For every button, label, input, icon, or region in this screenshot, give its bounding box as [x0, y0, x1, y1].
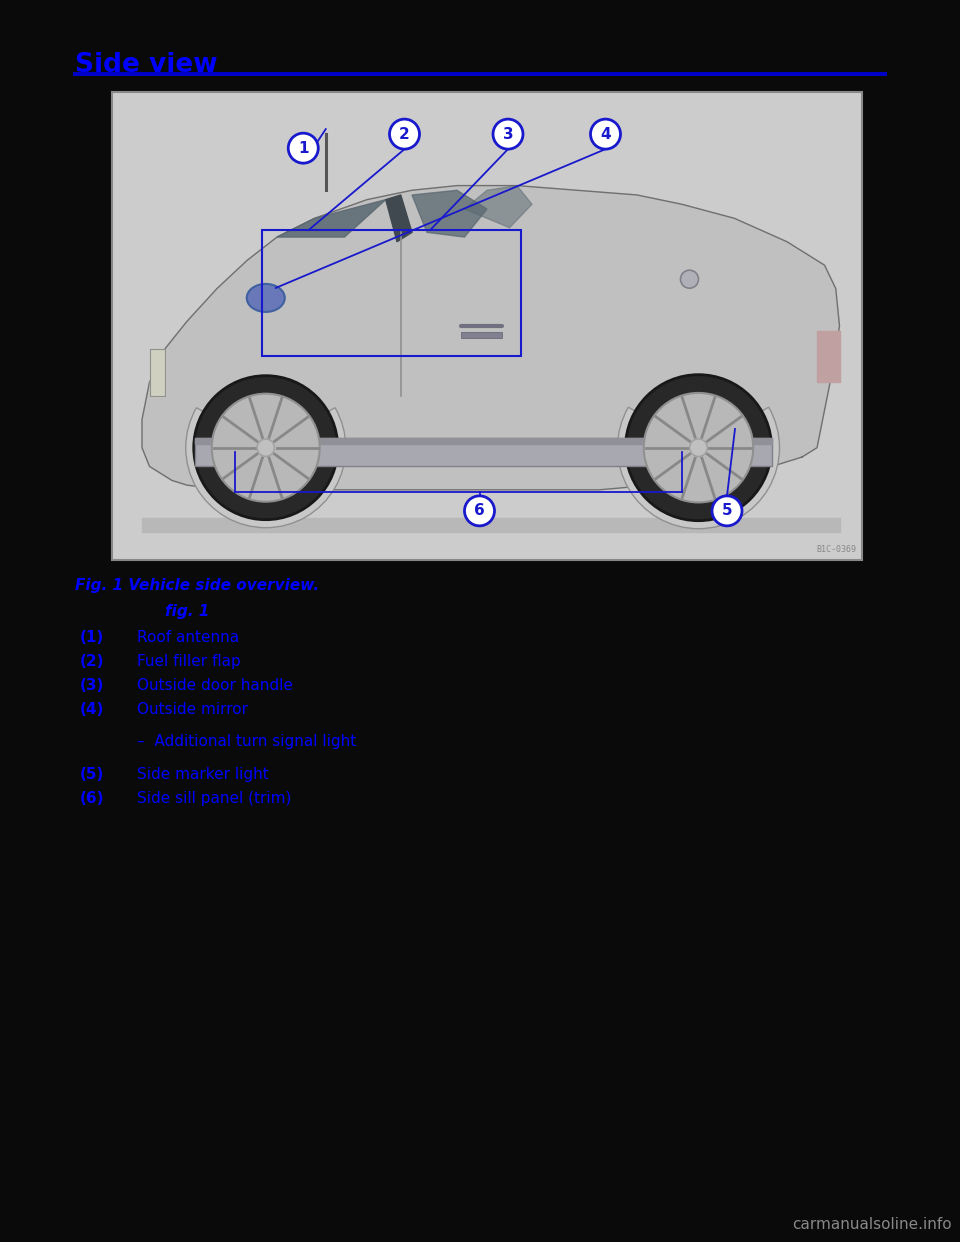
Circle shape [644, 392, 754, 503]
Polygon shape [465, 185, 532, 227]
Bar [262, 230, 520, 356]
Text: Fuel filler flap: Fuel filler flap [137, 655, 241, 669]
Wedge shape [185, 407, 346, 528]
Text: Roof antenna: Roof antenna [137, 630, 239, 645]
Text: 2: 2 [399, 127, 410, 142]
Text: (4): (4) [80, 702, 105, 717]
Polygon shape [195, 438, 772, 445]
Circle shape [212, 394, 320, 502]
Polygon shape [142, 185, 839, 489]
Text: (5): (5) [80, 766, 105, 781]
Text: Side marker light: Side marker light [137, 766, 269, 781]
Circle shape [590, 119, 620, 149]
Bar [112, 92, 862, 560]
Text: Outside mirror: Outside mirror [137, 702, 248, 717]
Bar [195, 438, 772, 467]
Polygon shape [277, 200, 386, 237]
Text: 1: 1 [298, 140, 308, 155]
Circle shape [257, 438, 275, 456]
Circle shape [681, 271, 699, 288]
Polygon shape [142, 518, 839, 532]
Ellipse shape [247, 284, 285, 312]
Circle shape [493, 119, 523, 149]
Polygon shape [150, 349, 164, 396]
Circle shape [194, 375, 338, 519]
Polygon shape [817, 330, 839, 383]
Bar [461, 332, 502, 338]
Text: 4: 4 [600, 127, 611, 142]
Text: Side view: Side view [75, 52, 218, 78]
Text: (2): (2) [80, 655, 105, 669]
Text: B1C-0369: B1C-0369 [816, 545, 856, 554]
Circle shape [712, 496, 742, 525]
Text: (1): (1) [80, 630, 105, 645]
Text: Outside door handle: Outside door handle [137, 678, 293, 693]
Circle shape [626, 375, 772, 520]
Circle shape [689, 438, 708, 457]
Circle shape [465, 496, 494, 525]
Text: 3: 3 [503, 127, 514, 142]
Circle shape [390, 119, 420, 149]
Text: (6): (6) [80, 791, 105, 806]
Text: (3): (3) [80, 678, 105, 693]
Circle shape [288, 133, 319, 163]
Polygon shape [412, 190, 487, 237]
Text: –  Additional turn signal light: – Additional turn signal light [137, 734, 356, 749]
Text: 6: 6 [474, 503, 485, 518]
Text: carmanualsoline.info: carmanualsoline.info [792, 1217, 952, 1232]
Text: Side sill panel (trim): Side sill panel (trim) [137, 791, 292, 806]
Text: Fig. 1 Vehicle side overview.: Fig. 1 Vehicle side overview. [75, 578, 319, 592]
Text: fig. 1: fig. 1 [165, 604, 209, 619]
Text: 5: 5 [722, 503, 732, 518]
Polygon shape [386, 195, 412, 242]
Wedge shape [617, 407, 780, 529]
